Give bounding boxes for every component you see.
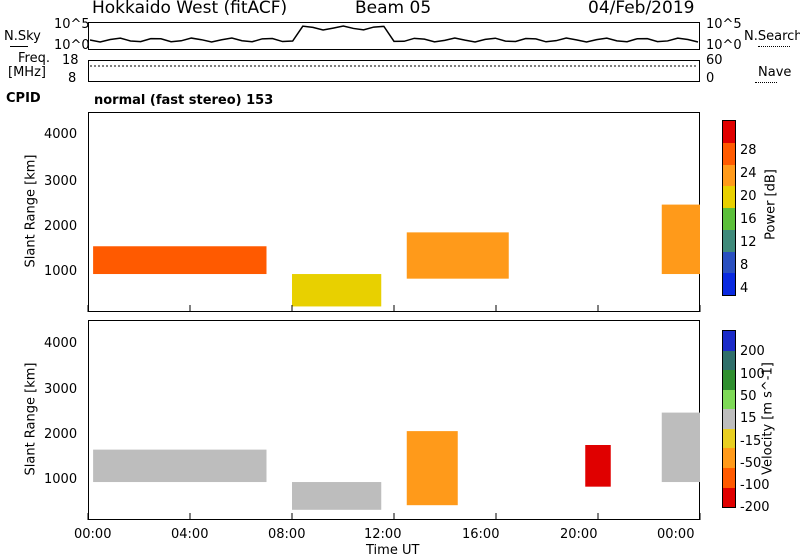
xtick-0: 00:00 bbox=[74, 527, 112, 542]
power-cbar-tick-16: 16 bbox=[740, 212, 757, 227]
velocity-colorbar-segment bbox=[723, 331, 735, 351]
power-cbar-tick-4: 4 bbox=[740, 281, 749, 296]
velocity-heatmap-feature bbox=[661, 412, 700, 483]
xtick-3: 12:00 bbox=[364, 527, 402, 542]
velocity-heatmap-feature bbox=[93, 449, 267, 483]
velocity-colorbar-segment bbox=[723, 467, 735, 488]
power-ytick-3000: 3000 bbox=[44, 174, 78, 189]
velocity-colorbar-segment bbox=[723, 370, 735, 390]
cpid-value: normal (fast stereo) 153 bbox=[94, 93, 274, 108]
vel-cbar-tick-15: 15 bbox=[740, 411, 757, 426]
power-plot-panel bbox=[88, 112, 700, 312]
date-label: 04/Feb/2019 bbox=[588, 0, 695, 18]
xtick-4: 16:00 bbox=[462, 527, 500, 542]
velocity-ytick-3000: 3000 bbox=[44, 382, 78, 397]
xtick-1: 04:00 bbox=[171, 527, 209, 542]
cpid-label: CPID bbox=[6, 91, 41, 106]
power-colorbar-segment bbox=[723, 164, 735, 187]
power-cbar-tick-12: 12 bbox=[740, 235, 757, 250]
noise-right-tick-top: 10^5 bbox=[706, 17, 742, 32]
beam-label: Beam 05 bbox=[355, 0, 432, 18]
velocity-ytick-2000: 2000 bbox=[44, 427, 78, 442]
power-cbar-tick-8: 8 bbox=[740, 258, 749, 273]
power-cbar-tick-28: 28 bbox=[740, 143, 757, 158]
velocity-colorbar-segment bbox=[723, 428, 735, 449]
noise-right-legend-line bbox=[758, 46, 790, 47]
xtick-6: 00:00 bbox=[657, 527, 695, 542]
xtick-2: 08:00 bbox=[268, 527, 306, 542]
power-colorbar-segment bbox=[723, 142, 735, 165]
velocity-colorbar-segment bbox=[723, 350, 735, 371]
velocity-colorbar-segment bbox=[723, 409, 735, 429]
vel-cbar-tick-m15: -15 bbox=[740, 434, 762, 449]
power-cbar-tick-24: 24 bbox=[740, 166, 757, 181]
power-colorbar-segment bbox=[723, 121, 735, 143]
noise-sky-trace bbox=[89, 25, 699, 43]
velocity-colorbar bbox=[722, 330, 736, 508]
power-ytick-4000: 4000 bbox=[44, 127, 78, 142]
velocity-heatmap-feature bbox=[292, 482, 382, 510]
power-colorbar-segment bbox=[723, 186, 735, 208]
power-colorbar bbox=[722, 120, 736, 296]
noise-left-label: N.Sky bbox=[4, 29, 41, 44]
noise-left-tick-top: 10^5 bbox=[54, 17, 90, 32]
power-ytick-1000: 1000 bbox=[44, 264, 78, 279]
nave-legend-line bbox=[755, 82, 777, 83]
vel-cbar-tick-m100: -100 bbox=[740, 478, 770, 493]
vel-cbar-tick-m200: -200 bbox=[740, 500, 770, 515]
vel-cbar-tick-50: 50 bbox=[740, 389, 757, 404]
freq-tick-bottom: 8 bbox=[68, 71, 77, 86]
vel-cbar-tick-100: 100 bbox=[740, 367, 765, 382]
power-colorbar-segment bbox=[723, 273, 735, 295]
velocity-colorbar-segment bbox=[723, 487, 735, 508]
vel-cbar-tick-200: 200 bbox=[740, 344, 765, 359]
noise-left-legend-line bbox=[10, 46, 28, 47]
nave-label: Nave bbox=[758, 65, 792, 80]
xtick-5: 20:00 bbox=[560, 527, 598, 542]
power-ytick-2000: 2000 bbox=[44, 219, 78, 234]
power-heatmap-feature bbox=[93, 246, 267, 275]
noise-panel bbox=[88, 22, 700, 50]
power-heatmap-feature bbox=[406, 232, 509, 279]
power-colorbar-segment bbox=[723, 251, 735, 274]
velocity-ytick-4000: 4000 bbox=[44, 336, 78, 351]
power-colorbar-segment bbox=[723, 229, 735, 252]
noise-left-tick-bottom: 10^0 bbox=[54, 38, 90, 53]
nave-tick-top: 60 bbox=[706, 53, 723, 68]
radar-title: Hokkaido West (fitACF) bbox=[92, 0, 288, 18]
velocity-heatmap-feature bbox=[585, 445, 611, 487]
power-heatmap-feature bbox=[292, 274, 382, 307]
velocity-heatmap-feature bbox=[406, 431, 458, 506]
velocity-colorbar-segment bbox=[723, 448, 735, 468]
freq-label-1: Freq. bbox=[18, 51, 50, 66]
nave-tick-bottom: 0 bbox=[706, 71, 715, 86]
power-cbar-tick-20: 20 bbox=[740, 189, 757, 204]
power-colorbar-segment bbox=[723, 208, 735, 230]
noise-right-tick-bottom: 10^0 bbox=[706, 38, 742, 53]
power-heatmap-feature bbox=[661, 204, 700, 275]
vel-cbar-tick-m50: -50 bbox=[740, 456, 762, 471]
freq-label-2: [MHz] bbox=[8, 65, 46, 80]
velocity-colorbar-segment bbox=[723, 389, 735, 410]
velocity-ytick-1000: 1000 bbox=[44, 472, 78, 487]
freq-tick-top: 18 bbox=[62, 53, 79, 68]
noise-right-label: N.Search bbox=[744, 29, 800, 44]
